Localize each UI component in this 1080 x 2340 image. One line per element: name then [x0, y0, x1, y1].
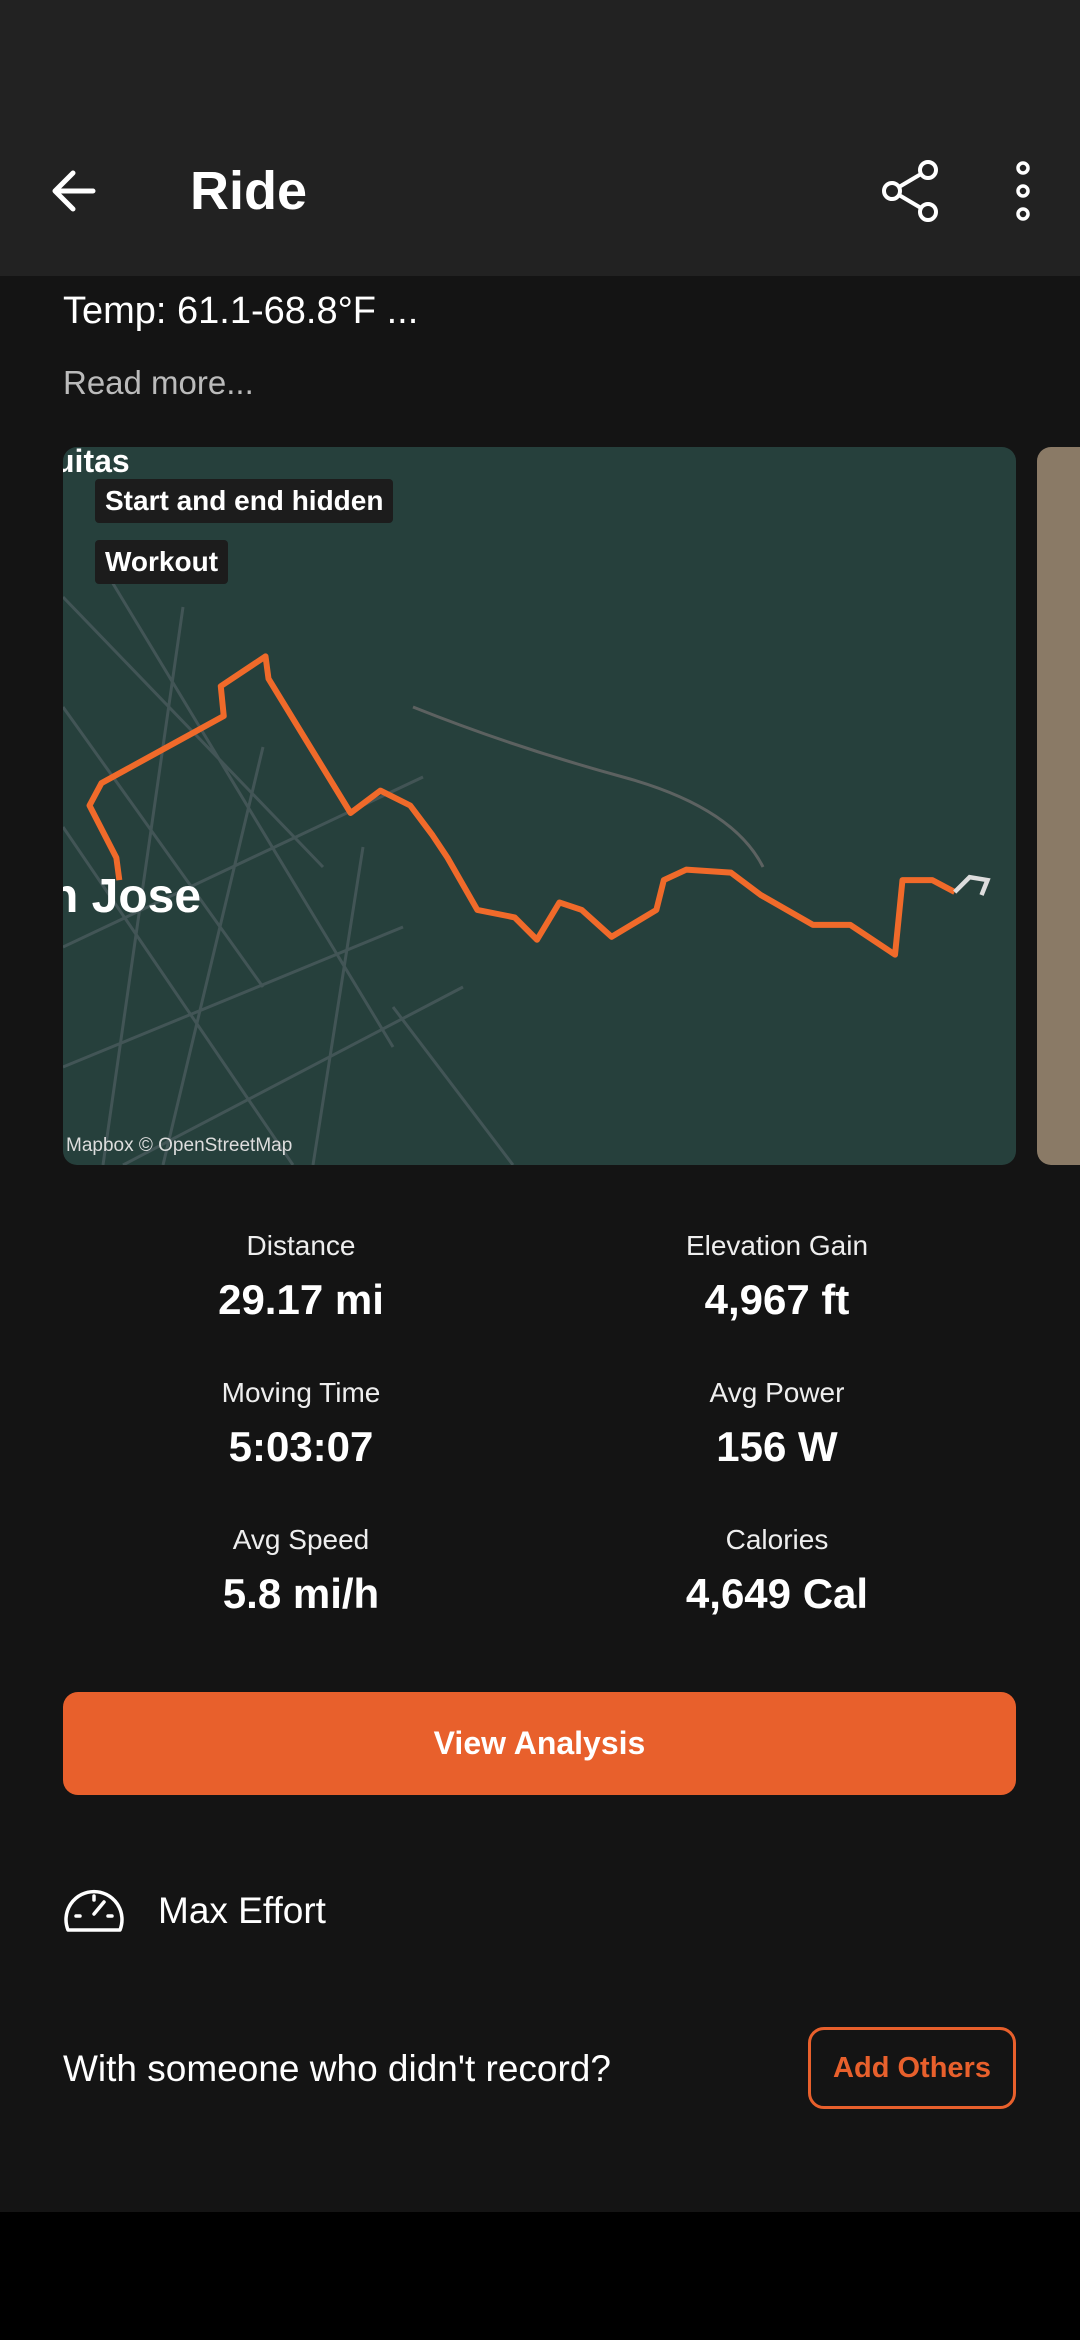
stat-label: Moving Time	[221, 1377, 381, 1408]
page-title: Ride	[190, 161, 308, 221]
map-place-label: n Jose	[63, 870, 202, 923]
share-button[interactable]	[878, 158, 944, 224]
map-place-label: uitas	[63, 447, 130, 479]
effort-label: Max Effort	[158, 1890, 326, 1931]
stat-value: 156 W	[716, 1423, 838, 1470]
photo-thumbnail[interactable]	[1037, 447, 1080, 1165]
navigation-bar	[0, 2212, 1080, 2340]
effort-icon	[64, 1889, 124, 1932]
stat-label: Calories	[725, 1524, 829, 1555]
stat-value: 5.8 mi/h	[222, 1570, 380, 1617]
stat-label: Distance	[246, 1230, 356, 1261]
stat-value: 29.17 mi	[218, 1276, 384, 1323]
map-tag: Start and end hidden	[95, 479, 394, 523]
map-attribution: Mapbox © OpenStreetMap	[66, 1135, 293, 1156]
route-map[interactable]: uitas Start and end hidden Workout n Jos…	[63, 447, 1016, 1165]
stat-label: Elevation Gain	[685, 1230, 869, 1261]
read-more-link[interactable]: Read more...	[63, 364, 254, 401]
stat-value: 4,649 Cal	[685, 1570, 869, 1617]
more-button[interactable]	[1008, 158, 1038, 224]
view-analysis-button[interactable]: View Analysis	[63, 1692, 1016, 1795]
description-text: Temp: 61.1-68.8°F ...	[63, 290, 419, 332]
group-prompt: With someone who didn't record?	[63, 2048, 611, 2089]
stat-label: Avg Power	[709, 1377, 845, 1408]
add-others-button[interactable]: Add Others	[808, 2027, 1016, 2109]
map-tag: Workout	[95, 540, 229, 584]
stat-value: 5:03:07	[228, 1423, 374, 1470]
app-bar	[0, 0, 1080, 276]
back-button[interactable]	[45, 161, 105, 221]
stat-label: Avg Speed	[232, 1524, 370, 1555]
stat-value: 4,967 ft	[704, 1276, 850, 1323]
map-canvas	[63, 566, 991, 1165]
